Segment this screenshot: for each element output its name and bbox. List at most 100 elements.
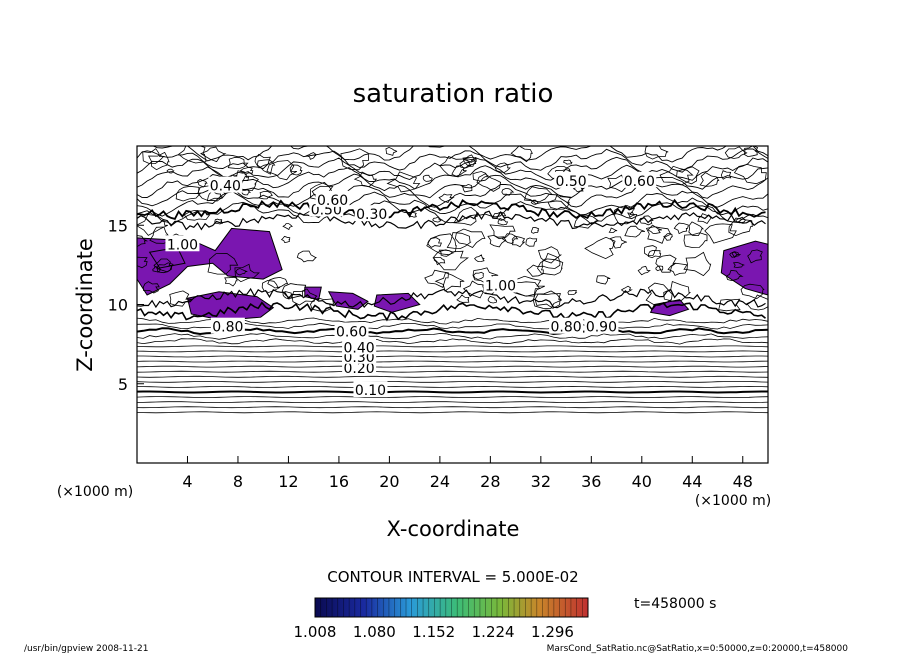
contour-label-bg	[622, 171, 657, 188]
contour-cell	[438, 249, 454, 257]
contour-cell	[432, 216, 443, 223]
contour-cell	[206, 190, 225, 202]
contour-cell	[699, 172, 720, 187]
contour-line	[137, 375, 768, 378]
contour-cell	[747, 249, 763, 264]
contour-cell	[534, 293, 561, 309]
contour-line	[137, 385, 768, 388]
contour-cell	[613, 205, 638, 225]
contour-cell	[234, 263, 260, 283]
contour-cell	[474, 254, 486, 263]
contour-label: 0.20	[344, 361, 375, 377]
x-tick-label: 32	[531, 472, 551, 491]
contour-cell	[740, 283, 765, 300]
y-tick-label: 10	[108, 296, 128, 315]
contour-cell	[227, 157, 249, 169]
contour-cell	[584, 236, 616, 260]
contour-cell	[261, 279, 281, 293]
y-tick-label: 15	[108, 216, 128, 235]
contour-line	[137, 345, 768, 348]
contour-cell	[639, 215, 654, 226]
contour-cell	[735, 216, 747, 224]
contour-label-bg	[208, 176, 243, 193]
contour-cell	[627, 211, 636, 218]
contour-line	[137, 396, 768, 398]
x-tick-label: 12	[278, 472, 298, 491]
contour-cell	[487, 295, 498, 304]
contour-line	[137, 411, 768, 414]
contour-cell	[296, 250, 317, 263]
x-axis-title: X-coordinate	[387, 517, 520, 541]
contour-cell	[281, 283, 307, 299]
contour-cell	[439, 156, 472, 178]
contour-cell	[156, 262, 174, 274]
contour-cell	[266, 160, 297, 181]
contour-cell	[526, 264, 544, 277]
contour-cell	[427, 237, 442, 248]
contour-label: 0.40	[210, 179, 241, 195]
y-unit-label: (×1000 m)	[57, 484, 133, 500]
contour-cell	[385, 146, 398, 156]
contour-line	[137, 287, 766, 309]
footer-left: /usr/bin/gpview 2008-11-21	[24, 644, 148, 654]
contour-cell	[523, 186, 553, 203]
contour-cell	[525, 237, 538, 247]
contour-cell	[310, 297, 335, 312]
contour-cell	[537, 258, 564, 276]
chart-title: saturation ratio	[353, 79, 554, 109]
contour-label: 0.90	[586, 320, 617, 336]
contour-cell	[720, 170, 732, 180]
contour-interval-text: CONTOUR INTERVAL = 5.000E-02	[327, 568, 578, 586]
x-tick-label: 48	[733, 472, 753, 491]
contour-cell	[235, 268, 248, 276]
contour-cell	[289, 164, 303, 176]
colorbar-tick-label: 1.008	[294, 623, 337, 641]
x-unit-label: (×1000 m)	[695, 493, 771, 509]
contour-cell	[137, 256, 148, 269]
contour-cell	[645, 282, 673, 306]
contour-cell	[647, 250, 662, 259]
x-tick-label: 40	[632, 472, 652, 491]
contour-label-bg	[483, 276, 518, 293]
contour-label-bg	[165, 235, 200, 252]
contour-cell	[718, 298, 741, 312]
contour-cell	[487, 234, 507, 248]
contour-cell	[424, 269, 449, 288]
contour-label: 0.50	[556, 174, 587, 190]
contour-cell	[644, 245, 657, 257]
colorbar-tick-label: 1.224	[472, 623, 515, 641]
contour-label: 1.00	[167, 237, 198, 253]
x-tick-label: 20	[379, 472, 399, 491]
contour-cell	[148, 151, 170, 171]
contour-cell	[724, 146, 748, 159]
contour-cell	[501, 233, 519, 244]
contour-cell	[608, 227, 618, 233]
contour-cell	[732, 261, 745, 268]
contour-label: 0.30	[356, 207, 387, 223]
contour-cell	[731, 251, 742, 258]
contour-cell	[280, 235, 291, 243]
contour-label-bg	[342, 338, 377, 355]
contour-label: 0.80	[550, 320, 581, 336]
contour-cell	[282, 291, 293, 300]
colorbar-stripes	[314, 598, 589, 617]
colorbar: 1.008 1.080 1.152 1.224 1.296	[294, 597, 589, 641]
contour-cell	[454, 228, 486, 248]
contour-cell	[175, 185, 202, 202]
x-tick-label: 24	[430, 472, 450, 491]
contour-cell	[673, 222, 689, 235]
contour-cell	[492, 211, 507, 221]
contour-cell	[510, 146, 533, 163]
contour-line	[137, 210, 766, 231]
contour-cell	[733, 163, 767, 185]
contour-cell	[282, 223, 294, 231]
contour-cell	[704, 223, 737, 244]
contour-cell	[573, 214, 600, 229]
contour-line	[137, 360, 768, 363]
contour-cell	[729, 251, 740, 258]
x-tick-label: 4	[182, 472, 192, 491]
contour-cell	[513, 275, 545, 297]
contour-cell	[655, 254, 677, 273]
contour-line	[137, 148, 768, 173]
